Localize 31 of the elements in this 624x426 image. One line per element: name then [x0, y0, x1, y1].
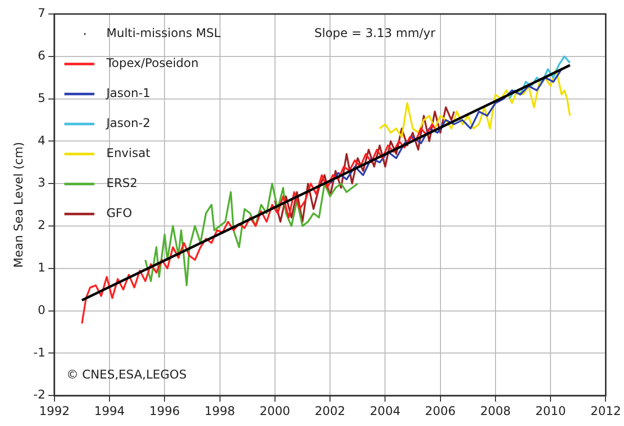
x-tick-label: 2012	[590, 404, 622, 418]
y-tick-label: 3	[38, 176, 46, 190]
y-tick-label: 5	[38, 90, 46, 105]
y-tick-label: -2	[33, 388, 46, 402]
legend-label: Jason-1	[105, 86, 150, 100]
y-tick-label: 1	[38, 260, 46, 275]
y-tick-label: 0	[38, 302, 46, 317]
y-tick-label: 6	[38, 48, 46, 63]
legend-label: ERS2	[106, 176, 138, 190]
x-tick-label: 2004	[370, 404, 400, 418]
x-tick-label: 2010	[535, 404, 566, 418]
x-tick-label: 1992	[39, 404, 70, 418]
annotation: © CNES,ESA,LEGOS	[66, 368, 187, 382]
x-tick-label: 1998	[204, 404, 236, 418]
y-tick-label: 7	[38, 6, 46, 20]
x-tick-label: 2000	[260, 404, 290, 418]
legend-label: GFO	[106, 206, 132, 220]
legend-label: Topex/Poseidon	[105, 56, 199, 70]
x-tick-label: 2006	[425, 404, 456, 418]
x-tick-label: 1996	[149, 404, 180, 418]
x-tick-label: 2002	[314, 404, 346, 418]
y-tick-label: 4	[38, 133, 46, 148]
legend-label: Envisat	[106, 146, 151, 160]
y-axis-title: Mean Sea Level (cm)	[11, 142, 26, 268]
legend-label: Multi-missions MSL	[106, 26, 221, 40]
x-tick-label: 2008	[480, 404, 511, 418]
legend-label: Jason-2	[105, 116, 150, 130]
y-tick-label: -1	[33, 345, 46, 360]
annotation: Slope = 3.13 mm/yr	[314, 26, 436, 40]
x-tick-label: 1994	[94, 404, 125, 418]
y-tick-label: 2	[38, 218, 46, 232]
